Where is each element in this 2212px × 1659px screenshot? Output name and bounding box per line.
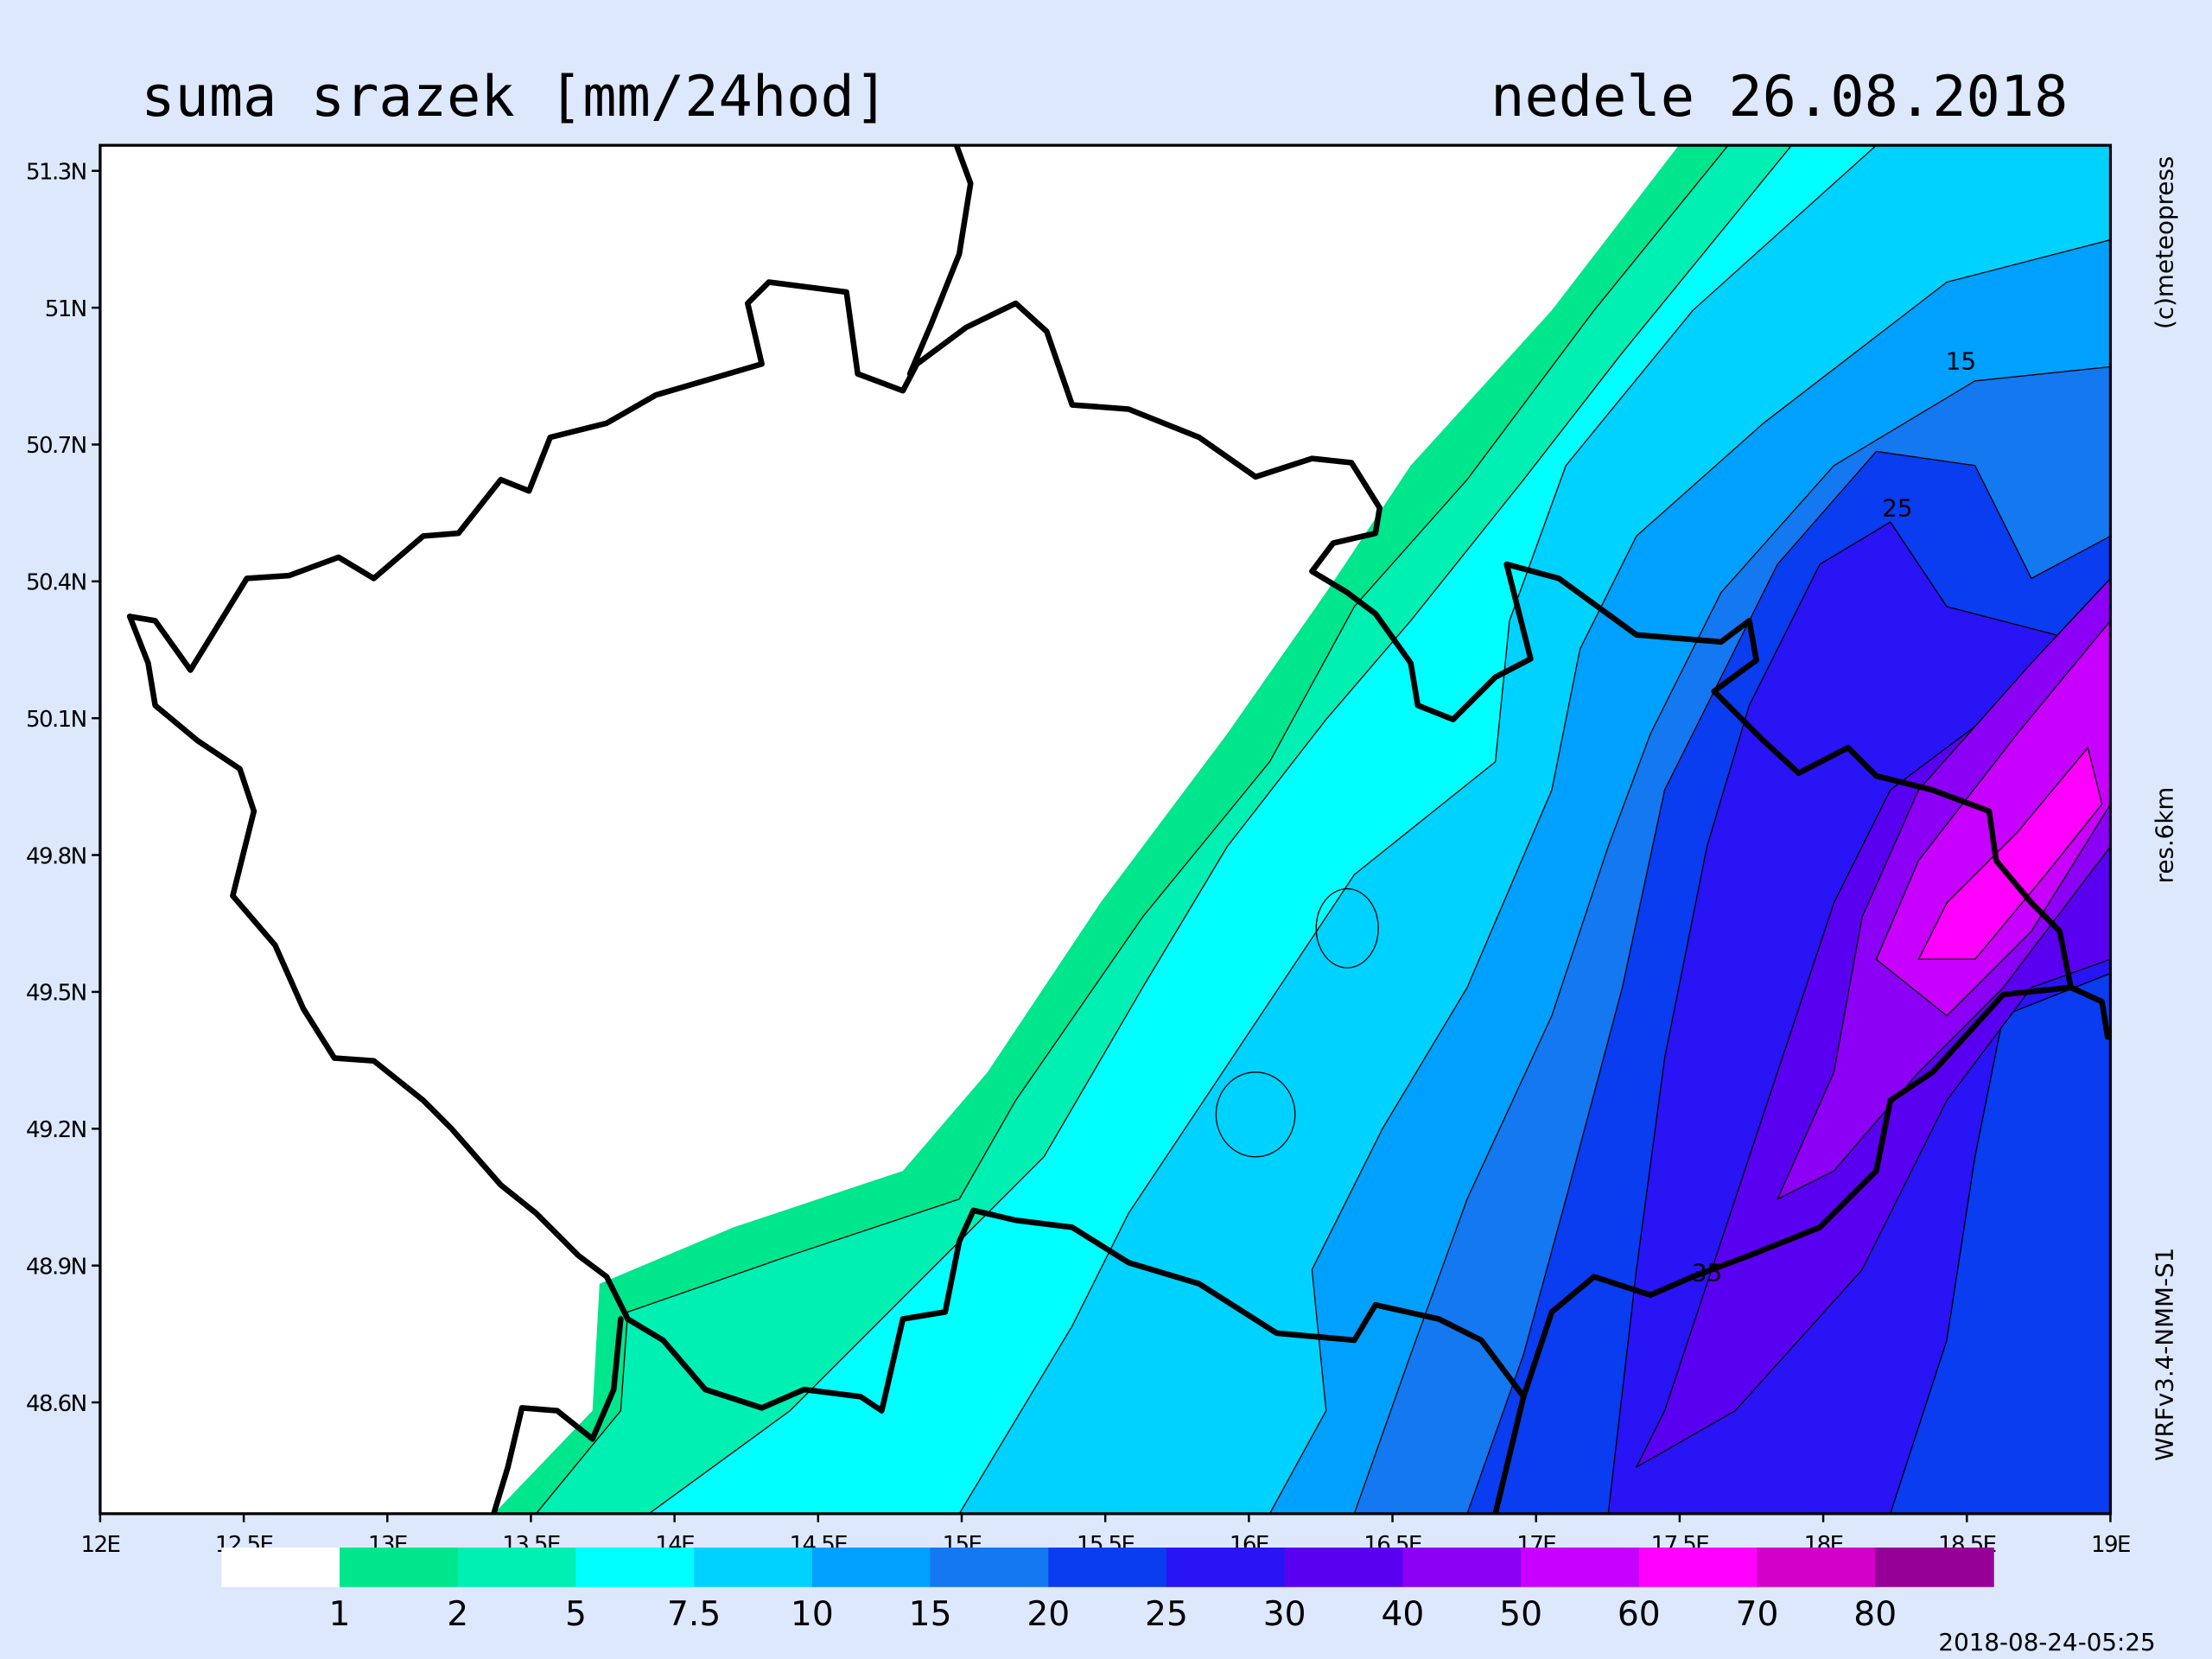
- contour-label: 35: [1692, 1258, 1722, 1287]
- lat-tick-label: 50.1N: [26, 707, 86, 733]
- lat-tick-label: 49.8N: [26, 843, 86, 869]
- map-title: suma srazek [mm/24hod]: [141, 64, 888, 130]
- colorbar-swatch: [694, 1548, 813, 1587]
- contour-label: 15: [1946, 347, 1976, 376]
- border-czech: [126, 279, 2074, 991]
- lat-tick-label: 50.4N: [26, 570, 86, 596]
- colorbar-swatch: [457, 1548, 577, 1587]
- resolution: res.6km: [2150, 787, 2178, 884]
- colorbar-label: 10: [791, 1595, 834, 1634]
- band: [1917, 747, 2103, 960]
- border-poland-germany: [906, 145, 974, 377]
- colorbar-label: 15: [909, 1595, 952, 1634]
- border-ukraine: [2068, 984, 2111, 1040]
- border-slovakia: [1887, 984, 2074, 1103]
- lat-tick-label: 50.7N: [26, 433, 86, 459]
- colorbar-swatch: [930, 1548, 1050, 1587]
- lat-tick-label: 49.2N: [26, 1117, 86, 1143]
- colorbar-label: 25: [1145, 1595, 1188, 1634]
- colorbar-label: 50: [1499, 1595, 1542, 1634]
- model: WRFv3.4-NMM-S1: [2150, 1248, 2178, 1461]
- colorbar-label: 5: [565, 1595, 587, 1634]
- lat-tick-label: 48.9N: [26, 1254, 86, 1280]
- colorbar-swatch: [1048, 1548, 1167, 1587]
- colorbar-label: 40: [1381, 1595, 1424, 1634]
- colorbar-label: 1: [329, 1595, 351, 1634]
- colorbar-swatch: [1402, 1548, 1522, 1587]
- lat-tick-label: 48.6N: [26, 1391, 86, 1417]
- colorbar-label: 80: [1853, 1595, 1897, 1634]
- colorbar-label: 20: [1027, 1595, 1070, 1634]
- copyright: (c)meteopress: [2150, 156, 2178, 329]
- colorbar-swatch: [811, 1548, 931, 1587]
- lat-tick-label: 49.5N: [26, 981, 86, 1007]
- lat-tick-label: 51N: [45, 296, 86, 322]
- border-austria-germany: [491, 1316, 624, 1514]
- colorbar-swatch: [221, 1548, 340, 1587]
- colorbar-swatch: [1638, 1548, 1758, 1587]
- contour: [1215, 1071, 1296, 1158]
- colorbar-label: 7.5: [667, 1595, 721, 1634]
- colorbar-label: 30: [1263, 1595, 1306, 1634]
- colorbar-swatch: [340, 1548, 459, 1587]
- run-time: 2018-08-24-05:25: [1938, 1628, 2155, 1656]
- colorbar-swatch: [575, 1548, 695, 1587]
- colorbar-swatch: [1875, 1548, 1994, 1587]
- band: [1875, 620, 2111, 1017]
- lon-tick-label: 12E: [81, 1532, 120, 1558]
- contour: [1315, 887, 1379, 969]
- precipitation-field: 15 25 35: [99, 145, 2111, 1514]
- lat-tick-label: 51.3N: [26, 160, 86, 186]
- colorbar-swatch: [1521, 1548, 1640, 1587]
- colorbar-label: 2: [447, 1595, 468, 1634]
- colorbar-swatch: [1166, 1548, 1286, 1587]
- colorbar-label: 60: [1618, 1595, 1661, 1634]
- colorbar-label: 70: [1736, 1595, 1779, 1634]
- lon-tick-label: 19E: [2091, 1532, 2130, 1558]
- contour-label: 25: [1882, 494, 1912, 523]
- border-czech-south: [126, 613, 1894, 1414]
- map-date: nedele 26.08.2018: [1491, 64, 2068, 130]
- border-hungary: [1492, 1394, 1527, 1514]
- colorbar-swatch: [1757, 1548, 1877, 1587]
- colorbar-swatch: [1284, 1548, 1404, 1587]
